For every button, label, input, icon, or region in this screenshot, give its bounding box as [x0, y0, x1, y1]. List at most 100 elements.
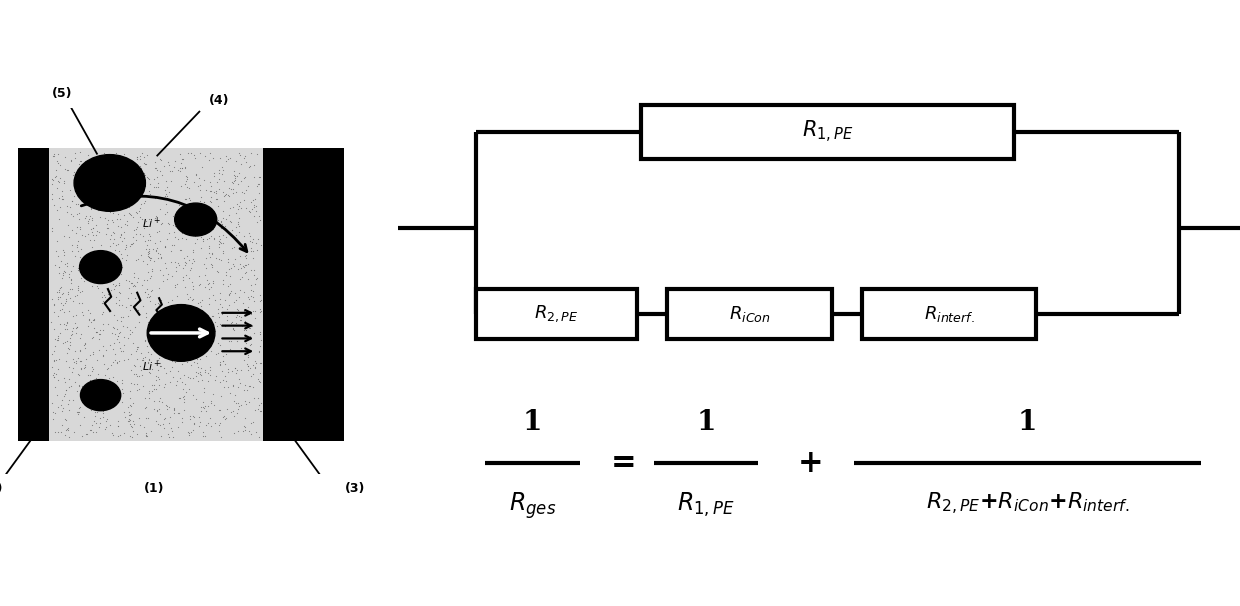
- Point: [118, 402, 138, 411]
- Point: [140, 190, 160, 199]
- Point: [53, 245, 73, 255]
- Point: [88, 327, 108, 337]
- Point: [202, 311, 222, 321]
- Point: [104, 228, 124, 238]
- Point: [60, 362, 79, 371]
- Point: [46, 165, 66, 175]
- Point: [206, 188, 226, 198]
- Point: [72, 382, 92, 391]
- Point: [195, 198, 215, 207]
- Point: [228, 204, 248, 214]
- Point: [224, 170, 244, 180]
- Point: [118, 311, 138, 321]
- Point: [73, 396, 93, 406]
- Point: [201, 197, 221, 207]
- Point: [223, 188, 243, 198]
- Point: [148, 182, 167, 191]
- Point: [123, 181, 143, 190]
- Point: [76, 211, 95, 221]
- Point: [242, 265, 262, 275]
- Point: [233, 262, 253, 271]
- Point: [171, 393, 191, 403]
- Point: [67, 407, 87, 417]
- Point: [252, 306, 272, 316]
- Point: [196, 253, 216, 262]
- Point: [218, 382, 238, 391]
- Point: [88, 282, 108, 291]
- Point: [105, 241, 125, 250]
- Text: (4): (4): [210, 94, 229, 107]
- Point: [100, 242, 120, 251]
- Point: [45, 368, 64, 378]
- Point: [161, 245, 181, 255]
- Point: [43, 407, 63, 417]
- Point: [73, 276, 93, 285]
- Point: [231, 150, 250, 159]
- Point: [243, 360, 263, 370]
- Point: [129, 207, 149, 216]
- Point: [94, 193, 114, 203]
- Point: [175, 397, 195, 407]
- Point: [136, 431, 156, 441]
- Point: [129, 384, 149, 394]
- Point: [61, 338, 81, 347]
- Point: [192, 376, 212, 385]
- Point: [109, 338, 129, 347]
- Point: [48, 402, 68, 412]
- Point: [195, 331, 215, 341]
- Point: [169, 367, 188, 376]
- Point: [186, 205, 206, 215]
- Point: [176, 358, 196, 367]
- Point: [208, 267, 228, 277]
- Point: [244, 161, 264, 170]
- Point: [210, 239, 229, 249]
- Point: [107, 376, 126, 386]
- Point: [120, 325, 140, 335]
- Point: [210, 359, 229, 369]
- Point: [241, 340, 260, 350]
- Point: [63, 170, 83, 180]
- Point: [74, 385, 94, 395]
- Point: [48, 292, 68, 302]
- Point: [109, 300, 129, 310]
- Point: [43, 149, 63, 159]
- Point: [112, 301, 131, 310]
- Point: [71, 252, 91, 262]
- Point: [250, 304, 270, 314]
- Point: [124, 281, 144, 290]
- Point: [228, 264, 248, 274]
- Point: [108, 239, 128, 249]
- Point: [157, 218, 177, 228]
- Bar: [19, 148, 50, 441]
- Point: [206, 195, 226, 204]
- Point: [67, 240, 87, 250]
- Point: [56, 425, 76, 435]
- Point: [140, 231, 160, 241]
- Point: [138, 290, 157, 299]
- Point: [93, 296, 113, 305]
- Point: [184, 411, 203, 421]
- Point: [50, 161, 69, 170]
- Point: [63, 358, 83, 367]
- Point: [210, 299, 229, 309]
- Point: [98, 223, 118, 233]
- Point: [190, 348, 210, 358]
- Point: [83, 315, 103, 325]
- Point: [238, 292, 258, 302]
- Point: [123, 239, 143, 248]
- Point: [71, 329, 91, 339]
- Point: [236, 413, 255, 423]
- Point: [68, 409, 88, 419]
- Point: [124, 419, 144, 429]
- Point: [221, 388, 241, 398]
- Point: [219, 183, 239, 193]
- Point: [154, 311, 174, 321]
- Point: [93, 406, 113, 416]
- Point: [83, 402, 103, 412]
- Point: [60, 395, 79, 404]
- Point: [227, 187, 247, 196]
- Point: [45, 342, 64, 351]
- Point: [118, 293, 138, 302]
- Point: [97, 422, 117, 432]
- Point: [112, 184, 131, 194]
